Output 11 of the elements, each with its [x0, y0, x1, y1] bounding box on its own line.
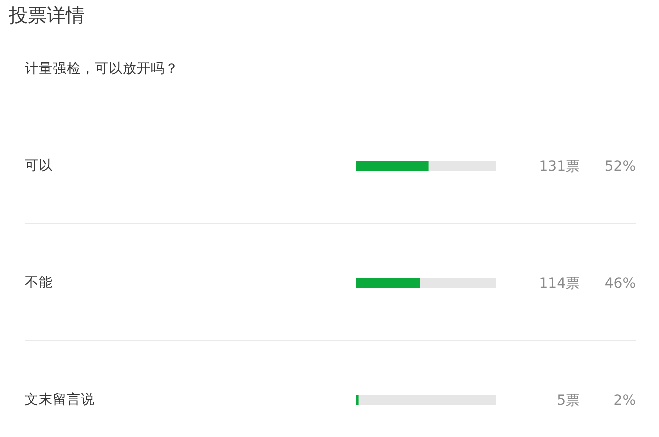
- text: 131票: [539, 158, 580, 175]
- y-tick-label: 不能: [25, 275, 53, 292]
- text: 计量强检，可以放开吗？: [25, 60, 179, 78]
- data-label: 52%: [604, 158, 636, 175]
- data-label: 46%: [604, 276, 636, 292]
- y-tick-label: 文末留言说: [25, 392, 95, 408]
- text: 投票详情: [9, 4, 85, 28]
- text: 114票: [539, 276, 580, 292]
- y-tick-label: 可以: [25, 158, 53, 174]
- data-label: 2%: [614, 392, 636, 409]
- text: 5票: [557, 392, 580, 409]
